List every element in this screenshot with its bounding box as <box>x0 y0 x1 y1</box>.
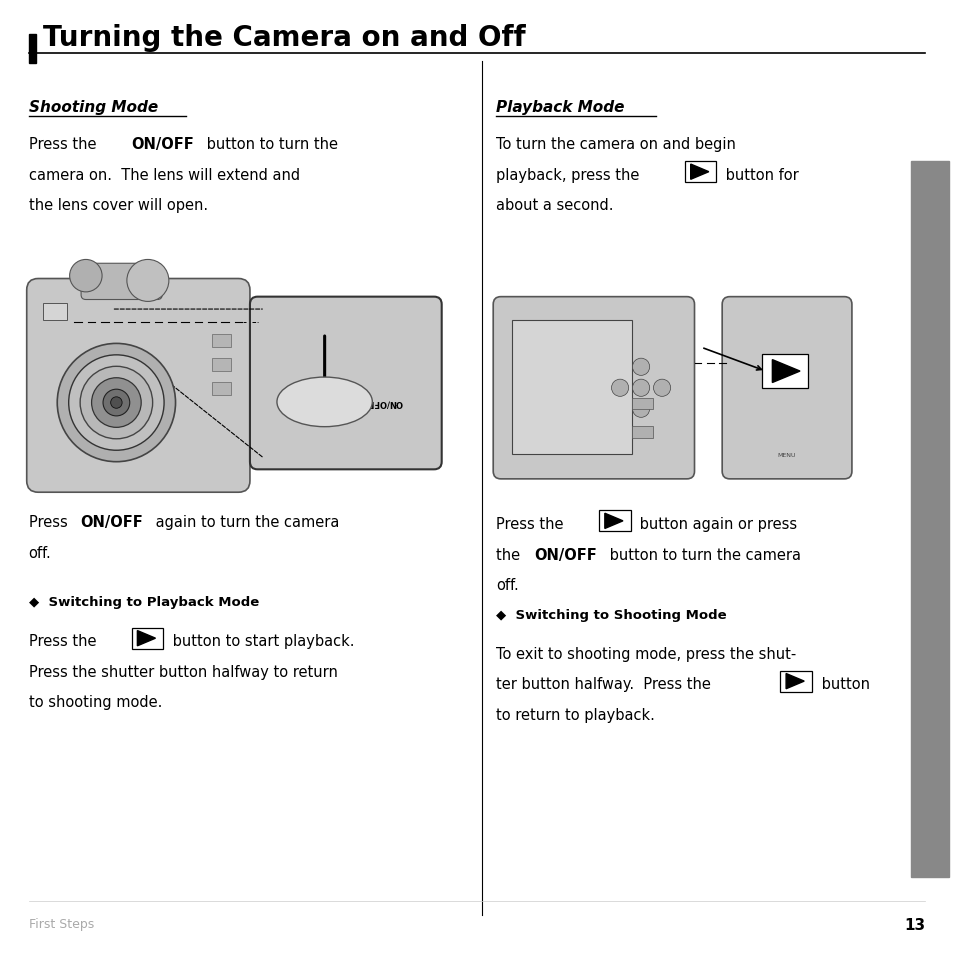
Text: the lens cover will open.: the lens cover will open. <box>29 198 208 213</box>
Bar <box>598 511 630 532</box>
Text: ON/OFF: ON/OFF <box>534 547 597 562</box>
Circle shape <box>632 359 649 376</box>
Text: button to turn the: button to turn the <box>202 137 338 152</box>
FancyBboxPatch shape <box>27 279 250 493</box>
Text: Playback Mode: Playback Mode <box>496 100 624 115</box>
Polygon shape <box>785 674 803 689</box>
Bar <box>910 162 948 877</box>
Circle shape <box>91 378 141 428</box>
Circle shape <box>653 379 670 396</box>
Text: First Steps: First Steps <box>29 917 93 930</box>
Polygon shape <box>604 514 622 529</box>
Text: Shooting Mode: Shooting Mode <box>29 100 157 115</box>
Polygon shape <box>772 360 800 383</box>
Text: Turning the Camera on and Off: Turning the Camera on and Off <box>43 25 525 52</box>
Bar <box>684 162 716 183</box>
Text: ◆  Switching to Playback Mode: ◆ Switching to Playback Mode <box>29 596 258 609</box>
Polygon shape <box>690 165 708 180</box>
Bar <box>631 398 652 410</box>
Circle shape <box>80 367 152 439</box>
Text: Press the: Press the <box>29 137 101 152</box>
Circle shape <box>111 397 122 409</box>
Text: button to start playback.: button to start playback. <box>168 634 354 649</box>
Text: off.: off. <box>29 545 51 560</box>
Text: W  T: W T <box>517 324 532 329</box>
Bar <box>29 35 36 64</box>
Text: about a second.: about a second. <box>496 198 613 213</box>
FancyBboxPatch shape <box>493 297 694 479</box>
Text: button again or press: button again or press <box>635 517 797 532</box>
Circle shape <box>57 344 175 462</box>
Bar <box>132 628 163 649</box>
Text: ON/OFF: ON/OFF <box>132 137 194 152</box>
Circle shape <box>611 379 628 396</box>
Circle shape <box>632 400 649 418</box>
Ellipse shape <box>276 377 372 427</box>
Bar <box>212 335 231 348</box>
Circle shape <box>103 390 130 416</box>
Text: ter button halfway.  Press the: ter button halfway. Press the <box>496 677 715 692</box>
Text: Press: Press <box>29 515 71 530</box>
Text: MENU: MENU <box>777 453 796 457</box>
Polygon shape <box>137 631 155 646</box>
Text: Press the: Press the <box>29 634 101 649</box>
FancyBboxPatch shape <box>250 297 441 470</box>
Text: To exit to shooting mode, press the shut-: To exit to shooting mode, press the shut… <box>496 646 796 661</box>
Text: Press the: Press the <box>496 517 568 532</box>
Text: button for: button for <box>720 168 798 183</box>
Text: playback, press the: playback, press the <box>496 168 643 183</box>
Circle shape <box>127 260 169 302</box>
Circle shape <box>69 355 164 451</box>
Text: again to turn the camera: again to turn the camera <box>151 515 338 530</box>
Text: To turn the camera on and begin: To turn the camera on and begin <box>496 137 735 152</box>
Bar <box>212 358 231 372</box>
FancyBboxPatch shape <box>81 264 162 300</box>
FancyBboxPatch shape <box>721 297 851 479</box>
Text: to shooting mode.: to shooting mode. <box>29 695 162 710</box>
Circle shape <box>632 379 649 396</box>
Text: to return to playback.: to return to playback. <box>496 707 655 722</box>
Text: Press the shutter button halfway to return: Press the shutter button halfway to retu… <box>29 664 337 679</box>
Text: ON/OFF: ON/OFF <box>80 515 143 530</box>
Bar <box>212 382 231 395</box>
Text: ON/OFF: ON/OFF <box>367 398 402 407</box>
Text: ◆  Switching to Shooting Mode: ◆ Switching to Shooting Mode <box>496 608 726 621</box>
Bar <box>780 671 811 692</box>
Bar <box>43 304 67 321</box>
Bar <box>631 427 652 438</box>
Text: the: the <box>496 547 524 562</box>
Text: camera on.  The lens will extend and: camera on. The lens will extend and <box>29 168 299 183</box>
Text: button to turn the camera: button to turn the camera <box>604 547 800 562</box>
Text: button: button <box>816 677 869 692</box>
Circle shape <box>70 260 102 293</box>
Text: 13: 13 <box>903 917 924 932</box>
Bar <box>761 355 807 389</box>
Text: off.: off. <box>496 578 518 593</box>
Bar <box>512 321 631 455</box>
